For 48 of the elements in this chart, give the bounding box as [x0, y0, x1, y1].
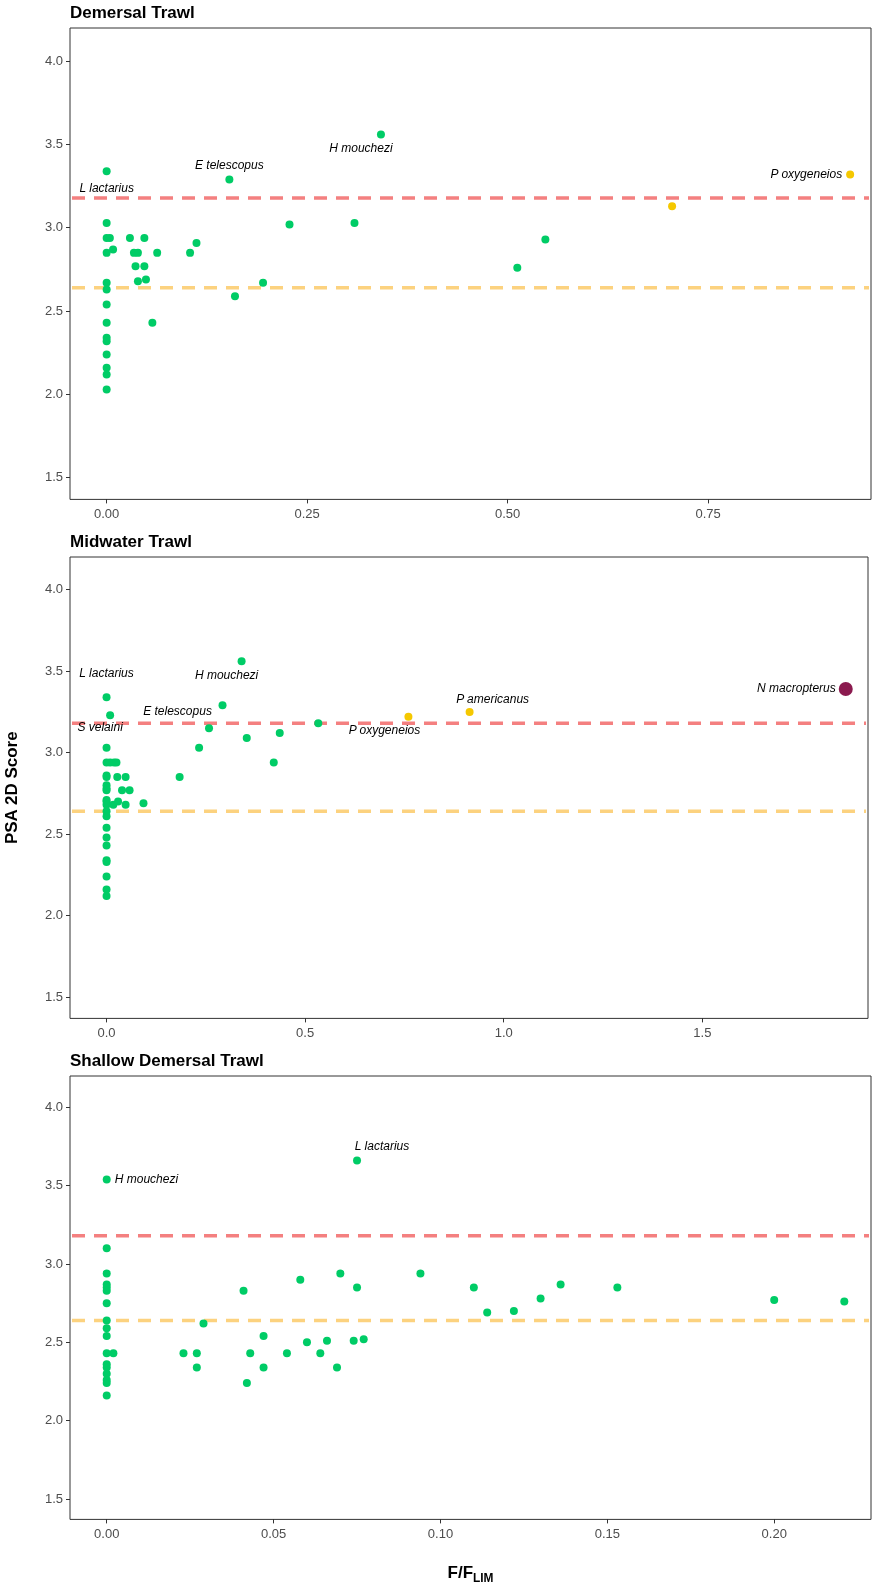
x-tick-label: 0.5	[296, 1024, 315, 1040]
x-tick-label: 1.5	[693, 1024, 712, 1040]
y-tick-label: 4.0	[44, 52, 63, 68]
y-axis-title: PSA 2D Score	[1, 731, 21, 845]
x-tick-label: 1.0	[494, 1024, 513, 1040]
y-tick-label: 4.0	[44, 581, 63, 597]
x-tick-label: 0.00	[94, 505, 120, 521]
x-tick-label: 0.15	[594, 1525, 620, 1541]
annotation: H mouchezi	[329, 140, 393, 155]
annotation: E telescopus	[143, 703, 212, 718]
y-tick-label: 4.0	[44, 1098, 63, 1114]
x-tick-label: 0.75	[695, 505, 721, 521]
y-tick-label: 3.0	[44, 744, 63, 760]
y-tick-label: 2.0	[44, 1412, 63, 1428]
chart-title: Shallow Demersal Trawl	[70, 1050, 264, 1070]
annotation: S velaini	[77, 720, 124, 735]
annotation: E telescopus	[195, 157, 264, 172]
y-tick-label: 2.0	[44, 386, 63, 402]
y-tick-label: 2.5	[44, 1333, 63, 1349]
annotation: L lactarius	[79, 180, 134, 195]
annotation: P americanus	[456, 692, 530, 707]
annotation: L lactarius	[354, 1138, 410, 1153]
y-tick-label: 1.5	[44, 469, 63, 485]
x-tick-label: 0.20	[761, 1525, 787, 1541]
annotation: L lactarius	[79, 665, 134, 680]
x-tick-label: 0.10	[427, 1525, 454, 1541]
y-tick-label: 1.5	[44, 1490, 63, 1506]
x-tick-label: 0.00	[94, 1525, 120, 1541]
annotation: P oxygeneios	[348, 723, 421, 738]
y-tick-label: 1.5	[44, 988, 63, 1004]
x-tick-label: 0.25	[294, 505, 320, 521]
y-tick-label: 2.5	[44, 825, 63, 841]
annotation: H mouchezi	[194, 667, 259, 682]
y-tick-label: 3.5	[44, 1177, 63, 1193]
y-tick-label: 2.5	[44, 302, 63, 318]
chart-title: Midwater Trawl	[70, 531, 192, 551]
annotation: P oxygeneios	[770, 166, 843, 181]
y-tick-label: 2.0	[44, 907, 63, 923]
y-tick-label: 3.5	[44, 136, 63, 152]
x-tick-label: 0.0	[97, 1024, 116, 1040]
chart-title: Demersal Trawl	[70, 2, 195, 22]
annotation: H mouchezi	[114, 1171, 179, 1186]
annotation: N macropterus	[757, 681, 836, 696]
y-tick-label: 3.0	[44, 219, 63, 235]
x-tick-label: 0.05	[260, 1525, 287, 1541]
y-tick-label: 3.0	[44, 1255, 63, 1271]
x-tick-label: 0.50	[495, 505, 521, 521]
y-tick-label: 3.5	[44, 662, 63, 678]
